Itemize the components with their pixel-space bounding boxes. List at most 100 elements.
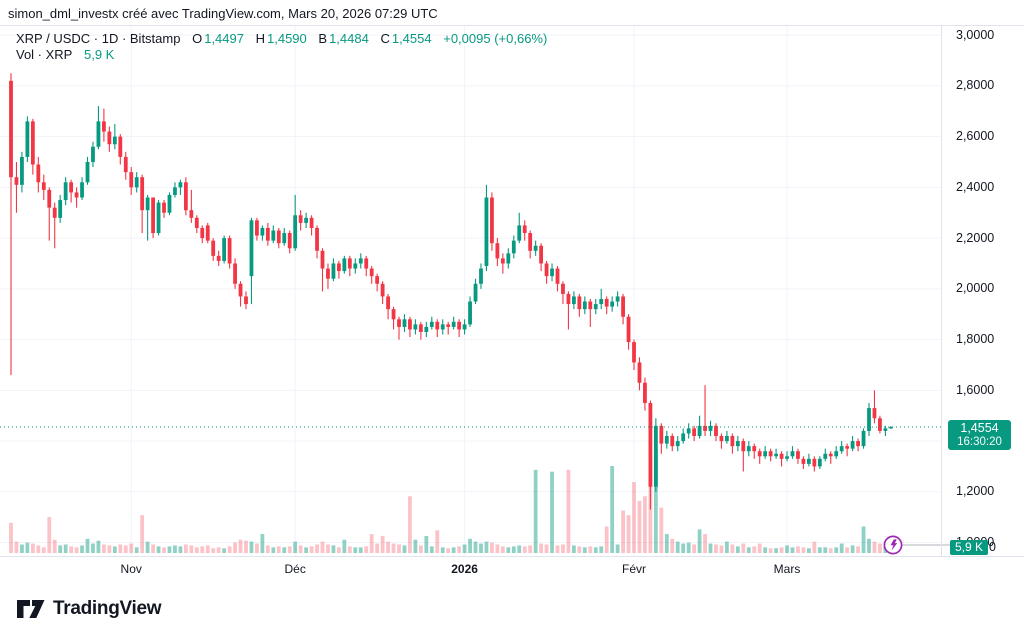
candle-body xyxy=(719,435,724,442)
candle-body xyxy=(151,197,155,234)
volume-bar xyxy=(222,548,227,553)
volume-bar xyxy=(462,544,467,553)
volume-bar xyxy=(446,548,451,553)
candle-body xyxy=(271,230,276,241)
volume-bar xyxy=(779,547,784,553)
candle-body xyxy=(703,425,707,431)
volume-bar xyxy=(233,542,237,553)
volume-bar xyxy=(52,539,57,553)
volume-bar xyxy=(473,541,478,553)
volume-bar xyxy=(752,546,757,553)
volume-bar xyxy=(796,546,800,553)
candle-body xyxy=(752,446,757,452)
volume-bar xyxy=(249,541,254,553)
volume-bar xyxy=(194,547,199,553)
volume-bar xyxy=(599,546,604,553)
candle-body xyxy=(582,301,587,310)
candle-body xyxy=(577,296,582,310)
volume-bar xyxy=(806,548,811,553)
volume-bar xyxy=(763,547,768,553)
candle-body xyxy=(347,258,352,269)
candle-body xyxy=(337,263,341,272)
candle-body xyxy=(189,210,194,218)
candle-countdown: 16:30:20 xyxy=(957,436,1002,448)
candle-body xyxy=(364,258,369,269)
price-axis-label: 1,6000 xyxy=(956,382,995,397)
time-axis-label: Nov xyxy=(120,562,142,576)
volume-bar xyxy=(604,526,609,553)
volume-bar xyxy=(440,547,445,553)
flash-boost-button[interactable] xyxy=(883,535,903,555)
candle-body xyxy=(353,263,358,269)
volume-badge: 5,9 K xyxy=(950,540,988,555)
candle-body xyxy=(58,200,63,218)
candle-body xyxy=(883,428,888,431)
last-price-badge[interactable]: 1,4554 16:30:20 xyxy=(948,420,1011,450)
candle-body xyxy=(664,435,669,444)
candle-body xyxy=(424,326,429,332)
volume-bar xyxy=(364,546,369,553)
candle-body xyxy=(25,121,30,157)
volume-bar xyxy=(582,547,587,553)
low-value: 1,4484 xyxy=(329,31,369,46)
candle-body xyxy=(670,435,675,447)
candle-body xyxy=(566,293,571,305)
volume-bar xyxy=(30,543,35,553)
volume-bar xyxy=(337,547,341,553)
candle-body xyxy=(697,425,702,436)
candle-body xyxy=(162,202,166,213)
candle-body xyxy=(845,446,850,449)
candle-body xyxy=(834,451,839,457)
volume-bar xyxy=(714,544,718,553)
volume-label[interactable]: Vol · XRP xyxy=(16,47,73,62)
candle-body xyxy=(812,458,817,467)
candle-body xyxy=(96,121,101,147)
time-axis-label: 2026 xyxy=(451,562,478,576)
time-axis-label: Févr xyxy=(622,562,646,576)
volume-bar xyxy=(697,529,702,553)
volume-bar xyxy=(58,545,63,553)
volume-bar xyxy=(102,544,106,553)
candle-body xyxy=(397,319,401,327)
candle-body xyxy=(255,220,259,236)
last-price-value: 1,4554 xyxy=(960,421,999,435)
volume-bar xyxy=(271,547,276,553)
candle-body xyxy=(205,225,210,241)
volume-bar xyxy=(358,547,363,553)
candle-body xyxy=(708,425,713,431)
volume-bar xyxy=(861,526,866,553)
candle-body xyxy=(315,227,319,251)
candle-body xyxy=(621,296,625,317)
volume-bar xyxy=(774,548,778,553)
volume-bar xyxy=(550,471,554,553)
volume-bar xyxy=(402,545,407,553)
volume-bar xyxy=(397,544,401,553)
volume-bar xyxy=(686,542,691,553)
volume-bar xyxy=(189,545,194,553)
candle-body xyxy=(178,182,183,188)
candle-body xyxy=(293,215,298,249)
volume-bar xyxy=(14,541,19,553)
volume-bar xyxy=(96,540,101,553)
candle-body xyxy=(681,433,686,442)
candle-body xyxy=(20,156,24,185)
volume-bar xyxy=(47,517,52,553)
volume-bar xyxy=(265,545,270,553)
volume-bar xyxy=(118,544,123,553)
candle-body xyxy=(80,182,84,198)
symbol-title[interactable]: XRP / USDC · 1D · Bitstamp xyxy=(16,31,181,46)
candle-body xyxy=(69,182,74,193)
volume-bar xyxy=(63,544,68,553)
volume-bar xyxy=(369,534,374,553)
candle-body xyxy=(145,197,150,211)
tradingview-logo[interactable]: TradingView xyxy=(16,598,162,620)
volume-bar xyxy=(391,543,396,553)
candle-body xyxy=(856,441,860,447)
volume-bar xyxy=(151,544,155,553)
candle-body xyxy=(785,456,789,459)
candle-body xyxy=(233,263,237,284)
candle-body xyxy=(495,243,500,259)
volume-bar xyxy=(768,548,773,553)
candle-body xyxy=(774,453,778,457)
